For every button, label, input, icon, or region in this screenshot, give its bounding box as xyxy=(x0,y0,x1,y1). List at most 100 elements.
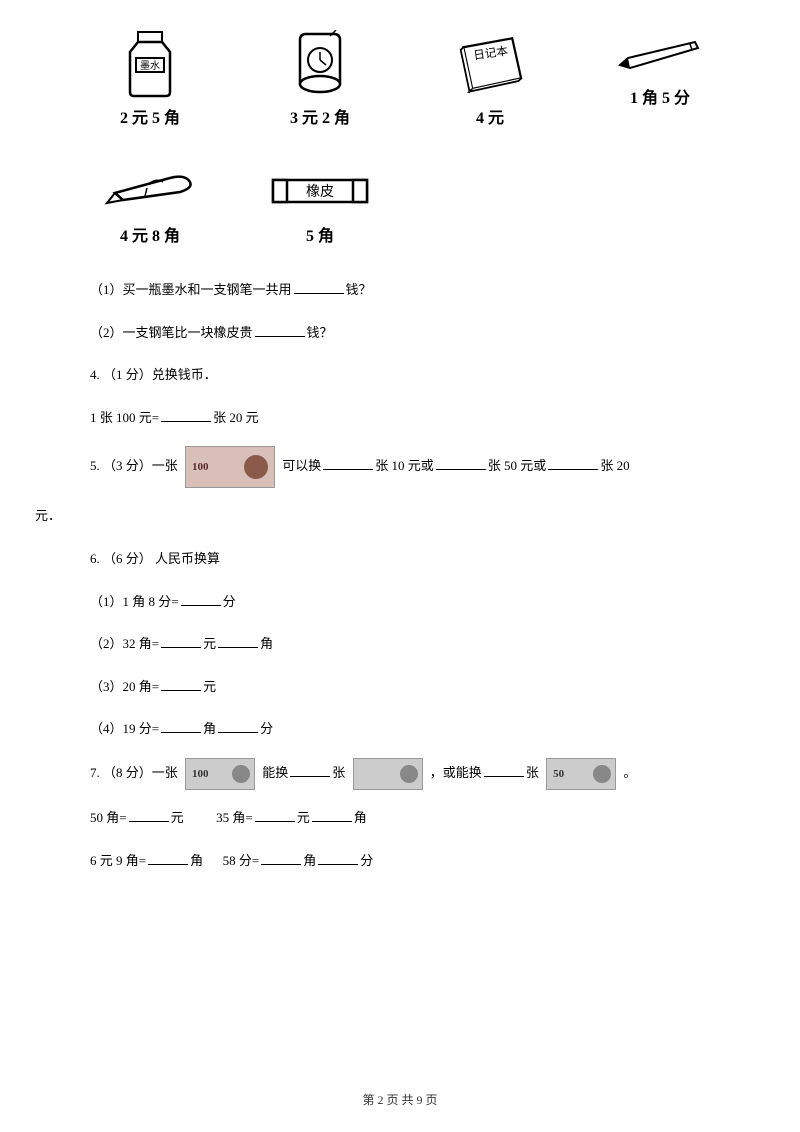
svg-text:橡皮: 橡皮 xyxy=(306,184,334,200)
q4-head: 4. （1 分）兑换钱币． xyxy=(90,361,730,390)
banknote-gray-icon xyxy=(353,758,423,790)
blank xyxy=(436,457,486,470)
blank xyxy=(255,324,305,337)
banknote-face xyxy=(244,455,268,479)
q-sub1-tail: 钱？ xyxy=(346,282,372,297)
eraser-price: 5 角 xyxy=(306,222,334,246)
q4-line: 1 张 100 元=张 20 元 xyxy=(90,404,730,433)
blank xyxy=(161,678,201,691)
page-content: 墨水 2 元 5 角 3 元 2 角 日记本 4 元 xyxy=(0,0,800,939)
product-pen: 4 元 8 角 xyxy=(90,168,210,246)
q5-head: 5. （3 分）一张 xyxy=(90,458,178,473)
q6-4a: （4）19 分= xyxy=(90,721,159,736)
product-ink: 墨水 2 元 5 角 xyxy=(90,30,210,128)
pencil-price: 1 角 5 分 xyxy=(630,84,690,108)
q6-1b: 分 xyxy=(223,594,236,609)
ink-bottle-icon: 墨水 xyxy=(110,30,190,100)
q-sub2-text: （2）一支钢笔比一块橡皮贵 xyxy=(90,325,253,340)
q6-2: （2）32 角= 元 角 xyxy=(90,630,730,659)
product-eraser: 橡皮 5 角 xyxy=(260,168,380,246)
blank xyxy=(161,635,201,648)
product-sharpener: 3 元 2 角 xyxy=(260,30,380,128)
blank xyxy=(294,281,344,294)
q5: 5. （3 分）一张 100 可以换 张 10 元或 张 50 元或 张 20 xyxy=(90,446,730,488)
q-sub1-text: （1）买一瓶墨水和一支钢笔一共用 xyxy=(90,282,292,297)
q7-head: 7. （8 分）一张 xyxy=(90,765,178,780)
q7-tail: 。 xyxy=(623,765,636,780)
q5-mid1: 可以换 xyxy=(282,458,321,473)
eraser-icon: 橡皮 xyxy=(265,168,375,218)
blank xyxy=(484,764,524,777)
banknote-denom: 100 xyxy=(192,762,209,786)
page-footer: 第 2 页 共 9 页 xyxy=(0,1091,800,1108)
blank xyxy=(318,852,358,865)
banknote-100-gray-icon: 100 xyxy=(185,758,255,790)
banknote-face xyxy=(593,765,611,783)
q7: 7. （8 分）一张 100 能换张 ，或能换张 50 。 xyxy=(90,758,730,790)
q7-line3c: 58 分= xyxy=(223,853,260,868)
product-diary: 日记本 4 元 xyxy=(430,30,550,128)
pen-icon xyxy=(95,168,205,218)
banknote-100-icon: 100 xyxy=(185,446,275,488)
q7-line3: 6 元 9 角= 角 58 分= 角 分 xyxy=(90,847,730,876)
q7-line3a: 6 元 9 角= xyxy=(90,853,146,868)
blank xyxy=(323,457,373,470)
blank xyxy=(181,593,221,606)
blank xyxy=(148,852,188,865)
q7-line3d: 角 xyxy=(303,853,316,868)
q6-4b: 角 xyxy=(203,721,216,736)
q5-mid2: 张 10 元或 xyxy=(375,458,434,473)
blank xyxy=(161,409,211,422)
banknote-denom: 50 xyxy=(553,762,564,786)
banknote-face xyxy=(400,765,418,783)
pencil-icon xyxy=(610,30,710,80)
q6-head: 6. （6 分） 人民币换算 xyxy=(90,545,730,574)
diary-icon: 日记本 xyxy=(450,30,530,100)
sharpener-price: 3 元 2 角 xyxy=(290,104,350,128)
sharpener-icon xyxy=(280,30,360,100)
q5-tail2: 元． xyxy=(35,502,730,531)
blank xyxy=(255,809,295,822)
q6-3a: （3）20 角= xyxy=(90,679,159,694)
q5-tail: 张 20 xyxy=(600,458,629,473)
banknote-face xyxy=(232,765,250,783)
q5-mid3: 张 50 元或 xyxy=(488,458,547,473)
q6-2c: 角 xyxy=(260,636,273,651)
blank xyxy=(129,809,169,822)
banknote-50-gray-icon: 50 xyxy=(546,758,616,790)
blank xyxy=(548,457,598,470)
product-grid: 墨水 2 元 5 角 3 元 2 角 日记本 4 元 xyxy=(90,30,730,246)
q7-line2e: 角 xyxy=(354,810,367,825)
q-sub1: （1）买一瓶墨水和一支钢笔一共用 钱？ xyxy=(90,276,730,305)
q6-4: （4）19 分=角分 xyxy=(90,715,730,744)
q7-mid1: 能换 xyxy=(262,765,288,780)
banknote-denom: 100 xyxy=(192,455,209,479)
blank xyxy=(312,809,352,822)
q4-tail: 张 20 元 xyxy=(213,410,259,425)
q6-3b: 元 xyxy=(203,679,216,694)
blank xyxy=(218,720,258,733)
q6-2b: 元 xyxy=(203,636,216,651)
blank xyxy=(218,635,258,648)
q-sub2: （2）一支钢笔比一块橡皮贵钱？ xyxy=(90,319,730,348)
q6-1: （1）1 角 8 分= 分 xyxy=(90,588,730,617)
q7-line2c: 35 角= xyxy=(216,810,253,825)
blank xyxy=(290,764,330,777)
q7-line3b: 角 xyxy=(190,853,203,868)
q6-3: （3）20 角= 元 xyxy=(90,673,730,702)
q7-line2: 50 角= 元 35 角= 元 角 xyxy=(90,804,730,833)
blank xyxy=(261,852,301,865)
pen-price: 4 元 8 角 xyxy=(120,222,180,246)
q7-mid2: 张 xyxy=(332,765,345,780)
product-pencil: 1 角 5 分 xyxy=(600,30,720,128)
q7-line2a: 50 角= xyxy=(90,810,127,825)
q6-1a: （1）1 角 8 分= xyxy=(90,594,179,609)
q7-line3e: 分 xyxy=(360,853,373,868)
q7-mid3: ，或能换 xyxy=(430,765,482,780)
q6-2a: （2）32 角= xyxy=(90,636,159,651)
blank xyxy=(161,720,201,733)
diary-price: 4 元 xyxy=(476,104,504,128)
q7-line2b: 元 xyxy=(171,810,184,825)
q7-line2d: 元 xyxy=(297,810,310,825)
svg-text:墨水: 墨水 xyxy=(140,60,160,72)
